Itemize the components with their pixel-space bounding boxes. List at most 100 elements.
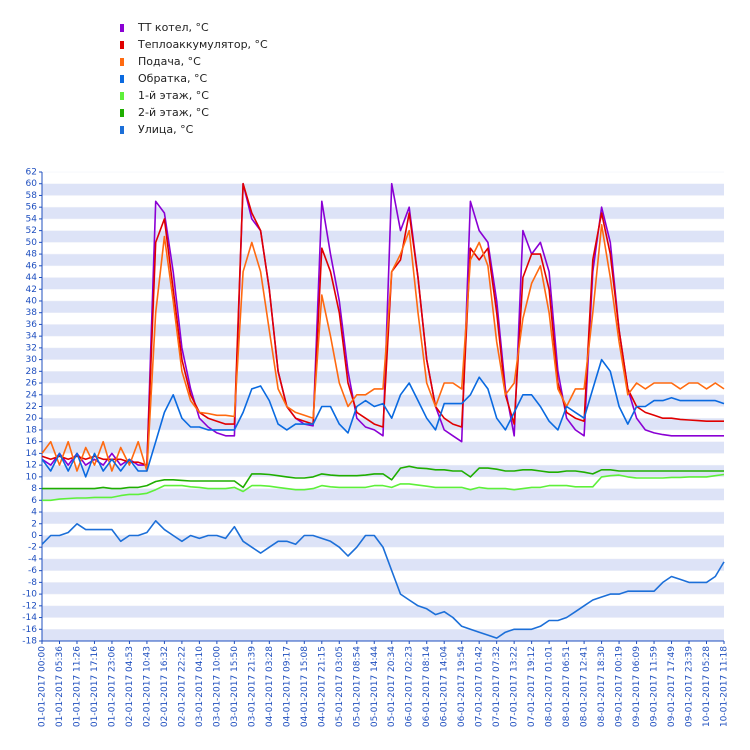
y-tick-label: -4 (28, 554, 37, 564)
x-tick-label: 05-01-2017 08:54 (352, 646, 362, 727)
grid-band (42, 617, 724, 630)
y-tick-label: 22 (26, 402, 37, 412)
x-tick-label: 01-01-2017 05:36 (55, 646, 65, 727)
x-tick-label: 03-01-2017 10:00 (212, 646, 222, 727)
series-line (42, 465, 724, 490)
x-tick-label: 04-01-2017 15:08 (300, 646, 310, 727)
y-tick-label: 40 (26, 296, 38, 306)
grid-band (42, 254, 724, 266)
legend-label: ТТ котел, °C (137, 21, 209, 34)
y-tick-label: 42 (26, 285, 37, 295)
grid-band (42, 582, 724, 595)
x-tick-label: 06-01-2017 02:23 (405, 646, 415, 727)
grid-band (42, 570, 724, 583)
y-tick-label: 16 (26, 437, 38, 447)
legend-marker (120, 109, 124, 117)
y-tick-label: -16 (22, 625, 37, 635)
grid-band (42, 406, 724, 419)
y-tick-label: 28 (26, 367, 38, 377)
grid-band (42, 594, 724, 606)
series-line (41, 358, 725, 478)
series-line (41, 224, 725, 472)
legend-marker (120, 24, 124, 32)
x-tick-label: 01-01-2017 11:26 (72, 646, 82, 727)
y-tick-label: -6 (28, 566, 37, 576)
y-tick-label: 4 (31, 508, 37, 518)
grid-band (42, 488, 724, 501)
grid-band (42, 465, 724, 477)
x-tick-label: 04-01-2017 03:28 (265, 646, 275, 727)
grid-band (42, 183, 724, 196)
legend-label: 1-й этаж, °C (138, 89, 209, 102)
x-tick-label: 08-01-2017 06:51 (562, 646, 572, 727)
y-tick-label: 24 (26, 390, 38, 400)
legend-label: 2-й этаж, °C (138, 106, 209, 119)
y-tick-label: 34 (26, 332, 38, 342)
y-tick-label: 54 (26, 214, 38, 224)
grid-band (42, 476, 724, 489)
y-tick-label: 50 (26, 238, 38, 248)
legend-marker (120, 75, 124, 83)
x-tick-label: 09-01-2017 23:39 (685, 646, 695, 727)
grid-band (42, 605, 724, 618)
y-tick-label: 38 (26, 308, 38, 318)
grid-band (42, 371, 724, 384)
y-tick-label: -2 (28, 543, 37, 553)
x-tick-label: 10-01-2017 11:18 (720, 646, 730, 727)
grid-band (42, 207, 724, 219)
y-tick-label: 20 (26, 414, 38, 424)
x-tick-label: 07-01-2017 13:22 (510, 646, 520, 727)
series-line (42, 473, 725, 502)
x-tick-label: 03-01-2017 04:10 (195, 646, 205, 727)
grid-band (42, 359, 724, 372)
x-tick-label: 01-01-2017 17:16 (90, 646, 100, 727)
grid-band (42, 347, 724, 360)
x-tick-label: 02-01-2017 04:53 (125, 646, 135, 727)
y-tick-label: 60 (26, 179, 38, 189)
grid-band (42, 230, 724, 243)
grid-band (42, 265, 724, 278)
x-tick-label: 02-01-2017 10:43 (142, 646, 152, 727)
x-tick-label: 01-01-2017 23:06 (107, 646, 117, 727)
y-tick-label: 56 (26, 203, 38, 213)
y-tick-label: 52 (26, 226, 37, 236)
x-tick-label: 09-01-2017 11:59 (650, 646, 660, 727)
grid-band (42, 394, 724, 407)
x-tick-label: 05-01-2017 14:44 (370, 646, 380, 727)
legend-label: Теплоаккумулятор, °C (137, 38, 268, 51)
x-tick-label: 04-01-2017 09:17 (282, 646, 292, 727)
y-tick-label: -8 (28, 578, 37, 588)
x-tick-label: 04-01-2017 21:15 (317, 646, 327, 727)
x-tick-label: 03-01-2017 21:39 (247, 646, 257, 727)
y-tick-label: 8 (31, 484, 37, 494)
x-tick-label: 09-01-2017 00:19 (615, 646, 625, 727)
grid-band (42, 558, 724, 571)
y-tick-label: 58 (26, 191, 38, 201)
y-tick-label: -18 (22, 637, 37, 647)
legend-marker (120, 126, 124, 134)
x-tick-label: 06-01-2017 14:04 (440, 646, 450, 727)
y-tick-label: 0 (31, 531, 37, 541)
grid-band (42, 523, 724, 536)
y-tick-label: 36 (26, 320, 38, 330)
legend-label: Улица, °C (138, 123, 194, 136)
y-tick-label: -10 (22, 590, 37, 600)
y-tick-label: 10 (26, 472, 38, 482)
series-line (41, 520, 725, 639)
x-tick-label: 05-01-2017 03:05 (335, 646, 345, 727)
grid-band (42, 336, 724, 348)
grid-band (42, 218, 724, 231)
grid-band (42, 324, 724, 337)
y-tick-label: 18 (26, 425, 38, 435)
x-tick-label: 09-01-2017 06:09 (632, 646, 642, 727)
legend-marker (120, 58, 124, 66)
x-tick-label: 08-01-2017 01:01 (545, 646, 555, 727)
series-line (41, 182, 724, 466)
y-tick-label: -14 (22, 613, 37, 623)
x-tick-label: 07-01-2017 07:32 (492, 646, 502, 727)
grid-band (42, 242, 724, 255)
y-tick-label: 62 (26, 168, 37, 178)
y-tick-label: 12 (26, 461, 37, 471)
x-tick-label: 03-01-2017 15:50 (230, 646, 240, 727)
